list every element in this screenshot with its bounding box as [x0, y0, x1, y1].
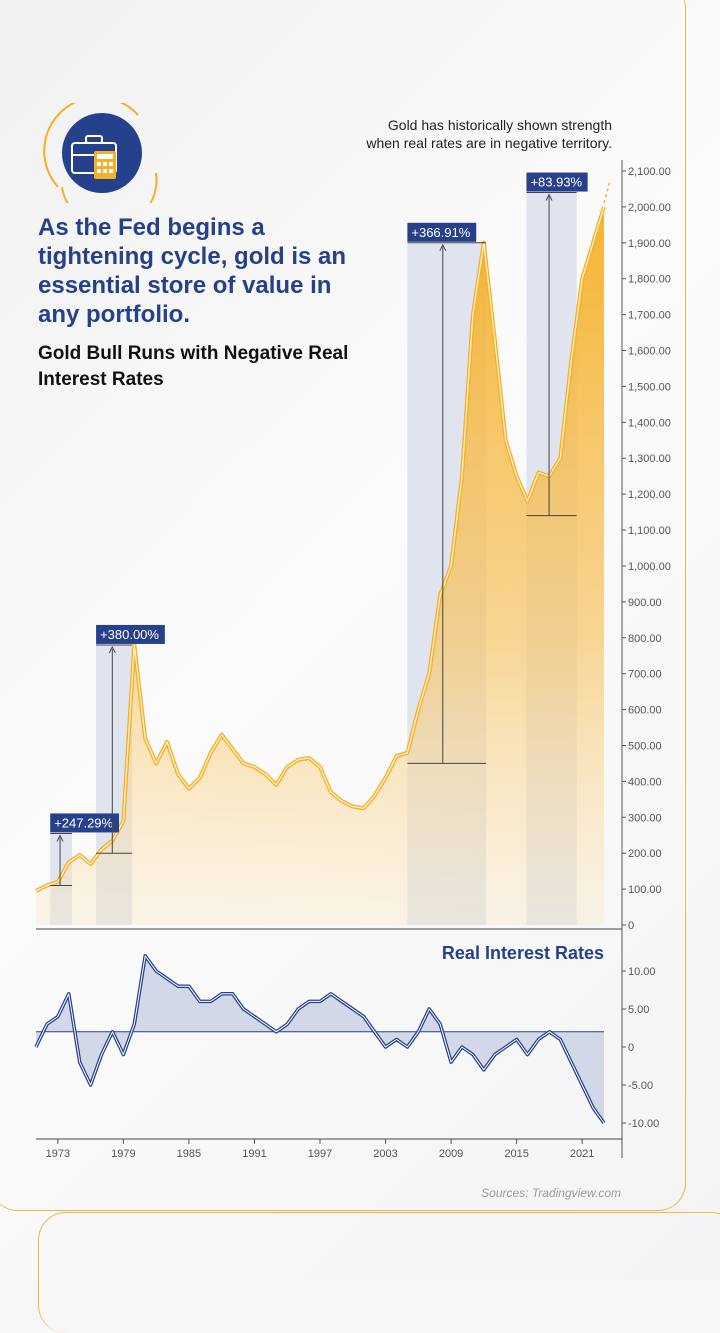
gold-y-tick-label: 900.00 — [628, 597, 662, 609]
axes-layer: 2,100.00 2,000.00 1,900.00 1,800.00 1,700.00… — [36, 160, 671, 1160]
x-tick-label: 2009 — [439, 1148, 463, 1160]
rates-chart-layer — [34, 954, 606, 1125]
rates-y-tick-label: 10.00 — [628, 966, 656, 978]
gold-y-tick-label: 1,800.00 — [628, 274, 671, 286]
bull-run-label-box-1 — [50, 813, 120, 833]
gold-y-tick-label: 2,000.00 — [628, 202, 671, 214]
bull-run-label-box-3 — [407, 222, 477, 242]
frame-border-top — [0, 0, 686, 1211]
rates-y-tick-label: 0 — [628, 1042, 634, 1054]
x-tick-label: 1973 — [46, 1148, 70, 1160]
bull-run-label-4: +83.93% — [530, 175, 582, 190]
source-note: Sources: Tradingview.com — [481, 1186, 621, 1200]
gold-price-chart: +247.29% +380.00% +366.91% +83.93% 2,100.00… — [34, 160, 671, 1160]
gold-y-tick-label: 200.00 — [628, 848, 662, 860]
gold-y-tick-label: 1,600.00 — [628, 346, 671, 358]
gold-y-tick-label: 1,400.00 — [628, 417, 671, 429]
gold-y-tick-label: 1,700.00 — [628, 310, 671, 322]
gold-price-line-highlight — [35, 206, 605, 892]
rates-chart-title: Real Interest Rates — [441, 943, 604, 963]
gold-y-tick-label: 1,000.00 — [628, 561, 671, 573]
x-tick-label: 1985 — [177, 1148, 201, 1160]
bull-run-label-box-4 — [526, 172, 588, 192]
rates-y-tick-label: 5.00 — [628, 1004, 649, 1016]
gold-y-tick-label: 1,300.00 — [628, 453, 671, 465]
gold-price-area — [36, 206, 604, 925]
gold-y-tick-label: 2,100.00 — [628, 166, 671, 178]
chart-subtitle: Gold Bull Runs with Negative Real Intere… — [38, 343, 349, 390]
gold-y-tick-label: 800.00 — [628, 633, 662, 645]
gold-y-tick-label: 400.00 — [628, 776, 662, 788]
frame-border-bottom — [38, 1212, 720, 1333]
annotation-note-line-2: when real rates are in negative territor… — [366, 135, 612, 151]
bull-run-label-box-2 — [96, 624, 165, 644]
bull-run-label-3: +366.91% — [411, 225, 470, 240]
gold-y-tick-label: 300.00 — [628, 812, 662, 824]
rates-area — [36, 955, 604, 1123]
annotation-note-line-1: Gold has historically shown strength — [387, 117, 612, 133]
gold-y-tick-label: 1,500.00 — [628, 381, 671, 393]
gold-continuation-arrow — [603, 180, 611, 204]
gold-y-tick-label: 1,200.00 — [628, 489, 671, 501]
x-tick-label: 2003 — [373, 1148, 397, 1160]
bull-run-label-1: +247.29% — [54, 815, 113, 830]
x-tick-label: 2021 — [570, 1148, 594, 1160]
rates-line-highlight — [35, 955, 605, 1124]
gold-chart-layer: +247.29% +380.00% +366.91% +83.93% — [35, 172, 611, 926]
briefcase-calculator-icon — [43, 103, 158, 203]
gold-y-tick-label: 500.00 — [628, 740, 662, 752]
gold-y-tick-label: 0 — [628, 920, 634, 932]
bull-run-label-2: +380.00% — [100, 627, 159, 642]
gold-y-tick-label: 100.00 — [628, 884, 662, 896]
gold-y-tick-label: 700.00 — [628, 669, 662, 681]
x-tick-label: 1997 — [308, 1148, 332, 1160]
gold-y-tick-label: 1,900.00 — [628, 238, 671, 250]
gold-y-tick-label: 600.00 — [628, 705, 662, 717]
x-tick-label: 1991 — [242, 1148, 266, 1160]
rates-y-tick-label: -10.00 — [628, 1118, 659, 1130]
gold-y-tick-label: 1,100.00 — [628, 525, 671, 537]
headline: As the Fed begins a tightening cycle, go… — [38, 214, 347, 328]
x-tick-label: 1979 — [111, 1148, 135, 1160]
rates-y-tick-label: -5.00 — [628, 1080, 653, 1092]
annotation-note: Gold has historically shown strength whe… — [292, 116, 612, 152]
x-tick-label: 2015 — [504, 1148, 528, 1160]
